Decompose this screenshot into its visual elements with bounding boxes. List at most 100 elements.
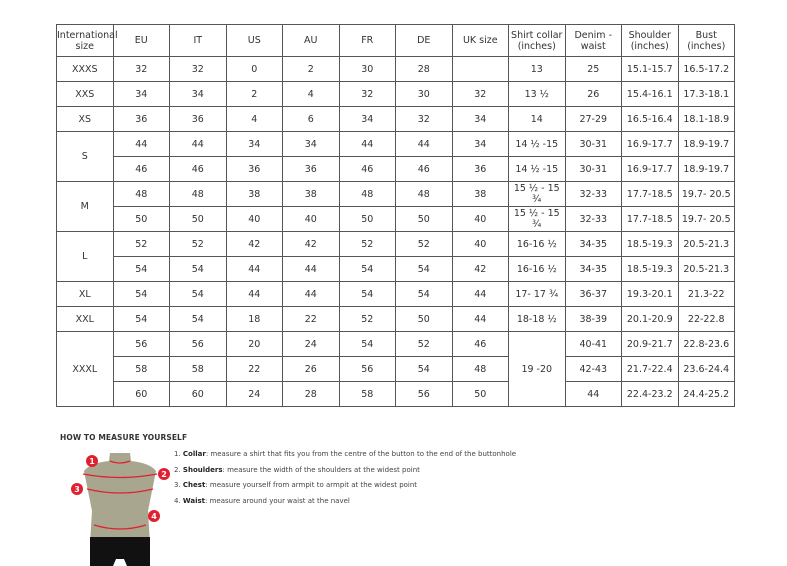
table-cell: 50 xyxy=(395,306,453,332)
table-cell: 42 xyxy=(225,231,283,257)
table-cell: 44 xyxy=(282,281,340,307)
table-cell: 16-16 ½ xyxy=(508,256,566,282)
table-cell: 58 xyxy=(112,356,170,382)
table-cell: 13 xyxy=(508,56,566,82)
table-cell: 50 xyxy=(451,381,509,407)
table-cell: 30-31 xyxy=(564,156,622,182)
table-cell: 34 xyxy=(112,81,170,107)
table-cell: 14 ½ -15 xyxy=(508,131,566,157)
step-shoulders: 2. Shoulders: measure the width of the s… xyxy=(174,465,420,474)
table-cell: 22 xyxy=(225,356,283,382)
table-cell: 14 ½ -15 xyxy=(508,156,566,182)
table-cell: 38 xyxy=(282,181,340,207)
table-cell: 44 xyxy=(451,281,509,307)
table-cell: 44 xyxy=(169,131,227,157)
column-header: Shirt collar (inches) xyxy=(508,24,566,57)
table-row: L 52 52 42 42 52 52 40 16-16 ½ 34-35 18.5-19.3 20.5… xyxy=(56,231,735,282)
column-header: US xyxy=(225,24,283,57)
table-cell: 52 xyxy=(112,231,170,257)
table-cell: 56 xyxy=(112,331,170,357)
column-header: International size xyxy=(56,24,118,57)
table-cell: 19.3-20.1 xyxy=(621,281,679,307)
table-cell: 50 xyxy=(169,206,227,232)
table-cell: 34 xyxy=(451,106,509,132)
table-cell: 58 xyxy=(169,356,227,382)
table-cell: 60 xyxy=(112,381,170,407)
table-cell: 56 xyxy=(395,381,453,407)
table-cell: 44 xyxy=(395,131,453,157)
table-cell: 17.7-18.5 xyxy=(621,181,679,207)
table-cell xyxy=(451,56,509,82)
table-cell: 46 xyxy=(112,156,170,182)
column-header: Denim - waist xyxy=(564,24,622,57)
table-row: XXXL 56 56 20 24 54 52 46 19 -20 40-41 20.9-21.7 22… xyxy=(56,331,735,407)
size-chart-table: International size EU IT US AU FR DE UK size Shi… xyxy=(56,24,735,407)
table-cell: 15.1-15.7 xyxy=(621,56,679,82)
table-cell: 32-33 xyxy=(564,181,622,207)
table-cell: 40 xyxy=(451,206,509,232)
table-cell: 48 xyxy=(338,181,396,207)
table-cell: 34 xyxy=(451,131,509,157)
table-cell: 24.4-25.2 xyxy=(677,381,735,407)
table-cell: 26 xyxy=(564,81,622,107)
table-cell: 18.5-19.3 xyxy=(621,231,679,257)
table-cell: 34 xyxy=(338,106,396,132)
table-cell: 34 xyxy=(282,131,340,157)
table-cell: 18.1-18.9 xyxy=(677,106,735,132)
table-cell: 23.6-24.4 xyxy=(677,356,735,382)
table-cell: 21.3-22 xyxy=(677,281,735,307)
table-cell: 44 xyxy=(564,381,622,407)
column-header: DE xyxy=(395,24,453,57)
table-cell: 2 xyxy=(282,56,340,82)
table-cell: 52 xyxy=(395,331,453,357)
table-cell: 30 xyxy=(338,56,396,82)
table-cell: 16.9-17.7 xyxy=(621,156,679,182)
marker-2-label: 2 xyxy=(161,470,167,479)
international-size-cell: XXXS xyxy=(56,56,114,82)
table-cell: 20.5-21.3 xyxy=(677,256,735,282)
table-cell: 32 xyxy=(169,56,227,82)
table-cell: 18.5-19.3 xyxy=(621,256,679,282)
table-cell: 38-39 xyxy=(564,306,622,332)
table-cell: 36 xyxy=(451,156,509,182)
table-row: 46 46 36 36 46 46 36 14 ½ -15 30-31 16.9-17.7 18.9… xyxy=(57,156,735,182)
marker-3-label: 3 xyxy=(74,485,80,494)
table-cell: 25 xyxy=(564,56,622,82)
table-cell: 19 -20 xyxy=(508,331,566,407)
table-cell: 44 xyxy=(338,131,396,157)
table-row: XS 36 36 4 6 34 32 34 14 27-29 16.5-16.4 18.1-18.9 xyxy=(56,106,735,132)
table-row: S 44 44 34 34 44 44 34 14 ½ -15 30-31 16.9-17.7 18.… xyxy=(56,131,735,182)
table-cell: 54 xyxy=(169,281,227,307)
column-header: UK size xyxy=(451,24,509,57)
international-size-cell: XXXL xyxy=(56,331,114,407)
table-cell: 50 xyxy=(338,206,396,232)
table-cell: 50 xyxy=(395,206,453,232)
table-cell: 28 xyxy=(282,381,340,407)
table-cell: 36 xyxy=(282,156,340,182)
table-cell: 18 xyxy=(225,306,283,332)
table-row: 60 60 24 28 58 56 50 44 22.4-23.2 24.4-25.2 xyxy=(57,381,735,407)
table-cell: 44 xyxy=(225,281,283,307)
table-cell: 36-37 xyxy=(564,281,622,307)
table-cell: 54 xyxy=(169,306,227,332)
table-cell: 30-31 xyxy=(564,131,622,157)
table-cell: 54 xyxy=(169,256,227,282)
table-cell: 44 xyxy=(451,306,509,332)
table-cell: 52 xyxy=(338,231,396,257)
international-size-cell: XXS xyxy=(56,81,114,107)
table-cell: 52 xyxy=(169,231,227,257)
table-cell: 46 xyxy=(451,331,509,357)
international-size-cell: XXL xyxy=(56,306,114,332)
table-cell: 14 xyxy=(508,106,566,132)
table-row: M 48 48 38 38 48 48 38 15 ½ - 15 ¾ 32-33 17.7-18.5… xyxy=(56,181,735,232)
how-to-measure-title: HOW TO MEASURE YOURSELF xyxy=(60,433,188,442)
table-row: 58 58 22 26 56 54 48 42-43 21.7-22.4 23.6-24.4 xyxy=(57,356,735,382)
marker-3-icon xyxy=(71,483,83,495)
table-cell: 16.5-16.4 xyxy=(621,106,679,132)
table-cell: 34 xyxy=(225,131,283,157)
table-cell: 15.4-16.1 xyxy=(621,81,679,107)
table-cell: 6 xyxy=(282,106,340,132)
table-cell: 56 xyxy=(338,356,396,382)
table-cell: 22 xyxy=(282,306,340,332)
table-cell: 0 xyxy=(225,56,283,82)
